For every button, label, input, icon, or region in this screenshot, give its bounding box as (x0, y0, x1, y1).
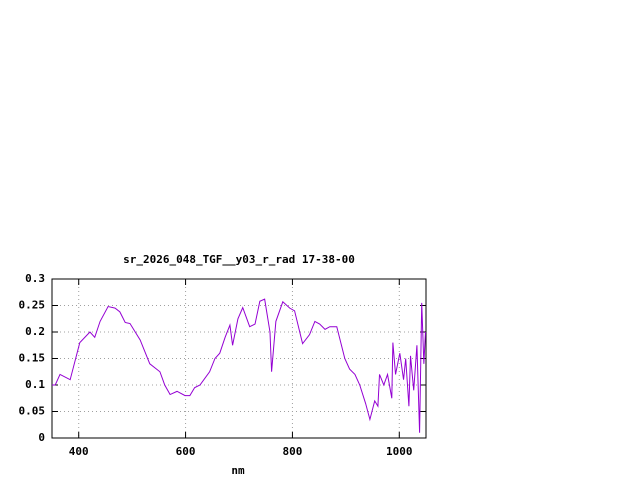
plot-frame (51, 278, 427, 439)
data-line (52, 298, 426, 433)
y-tick-label: 0.2 (25, 325, 45, 338)
y-tick-label: 0.1 (25, 378, 45, 391)
y-tick-label: 0.25 (19, 299, 46, 312)
x-axis-label: nm (231, 464, 245, 477)
x-tick-label: 800 (282, 445, 302, 458)
x-tick-label: 600 (176, 445, 196, 458)
x-tick-label: 1000 (386, 445, 413, 458)
y-tick-label: 0.15 (19, 352, 46, 365)
chart-title: sr_2026_048_TGF__y03_r_rad 17-38-00 (123, 253, 355, 266)
y-tick-label: 0 (38, 431, 45, 444)
y-tick-label: 0.05 (19, 405, 46, 418)
x-tick-label: 400 (69, 445, 89, 458)
y-tick-label: 0.3 (25, 272, 45, 285)
